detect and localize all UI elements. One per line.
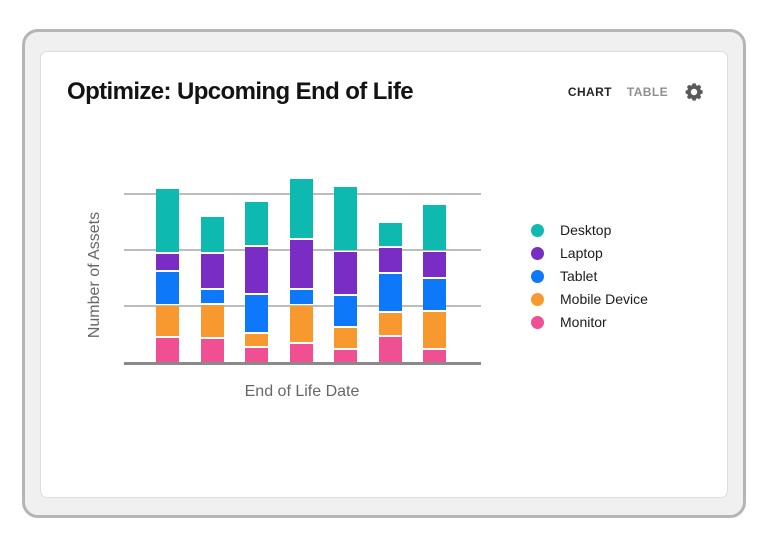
bar-segment-mobile-device[interactable] xyxy=(378,313,402,336)
bar-segment-tablet[interactable] xyxy=(378,273,402,312)
bar-segment-mobile-device[interactable] xyxy=(423,311,446,348)
bar-segment-tablet[interactable] xyxy=(334,296,357,327)
tab-chart[interactable]: CHART xyxy=(567,85,612,99)
stacked-bar xyxy=(378,222,402,362)
legend-dot-icon xyxy=(531,223,544,237)
bar-segment-laptop[interactable] xyxy=(334,251,357,295)
bar-segment-tablet[interactable] xyxy=(156,272,179,305)
bar-segment-mobile-device[interactable] xyxy=(156,306,179,336)
bar-segment-laptop[interactable] xyxy=(200,253,224,289)
bar-segment-desktop[interactable] xyxy=(423,205,446,251)
bar-segment-desktop[interactable] xyxy=(378,222,402,246)
bar-segment-tablet[interactable] xyxy=(245,295,268,333)
bar-segment-tablet[interactable] xyxy=(200,290,224,304)
x-axis-label: End of Life Date xyxy=(244,383,360,400)
legend-label: Desktop xyxy=(560,222,612,238)
stacked-bar-plot xyxy=(124,152,481,365)
legend-label: Laptop xyxy=(560,245,603,261)
bar-segment-laptop[interactable] xyxy=(378,248,402,272)
legend-label: Mobile Device xyxy=(560,291,648,307)
bar-segment-desktop[interactable] xyxy=(334,187,357,250)
bar-segment-laptop[interactable] xyxy=(156,253,179,271)
card-header: Optimize: Upcoming End of Life CHART TAB… xyxy=(41,52,727,106)
bar-segment-monitor[interactable] xyxy=(423,350,446,362)
bar-segment-monitor[interactable] xyxy=(378,337,402,362)
stacked-bar xyxy=(200,217,224,362)
y-axis-label: Number of Assets xyxy=(86,211,103,339)
legend-dot-icon xyxy=(531,246,544,260)
legend-dot-icon xyxy=(531,292,544,306)
legend-dot-icon xyxy=(531,315,544,329)
bar-segment-monitor[interactable] xyxy=(289,343,313,362)
bar-segment-mobile-device[interactable] xyxy=(289,305,313,342)
view-toggle: CHART TABLE xyxy=(568,81,705,103)
bar-segment-mobile-device[interactable] xyxy=(334,328,357,348)
legend-item-desktop[interactable]: Desktop xyxy=(531,223,648,237)
bar-segment-monitor[interactable] xyxy=(245,347,268,362)
legend-item-mobile-device[interactable]: Mobile Device xyxy=(531,292,648,306)
bar-segment-monitor[interactable] xyxy=(156,337,179,362)
settings-gear-icon[interactable] xyxy=(683,81,705,103)
bar-segment-mobile-device[interactable] xyxy=(245,334,268,346)
stacked-bar xyxy=(156,188,179,362)
bar-segment-monitor[interactable] xyxy=(200,338,224,362)
stacked-bar xyxy=(334,187,357,362)
bar-segment-tablet[interactable] xyxy=(423,278,446,310)
page-title: Optimize: Upcoming End of Life xyxy=(67,78,414,105)
tab-table[interactable]: TABLE xyxy=(626,85,668,99)
bar-segment-laptop[interactable] xyxy=(423,252,446,277)
stacked-bar xyxy=(289,178,313,362)
bar-segment-desktop[interactable] xyxy=(200,217,224,252)
bar-segment-laptop[interactable] xyxy=(289,240,313,289)
legend-item-monitor[interactable]: Monitor xyxy=(531,315,648,329)
legend-label: Tablet xyxy=(560,268,598,284)
bar-segment-laptop[interactable] xyxy=(245,247,268,294)
bar-segment-tablet[interactable] xyxy=(289,290,313,304)
stacked-bar xyxy=(245,202,268,362)
legend-item-laptop[interactable]: Laptop xyxy=(531,246,648,260)
bar-segment-desktop[interactable] xyxy=(245,202,268,246)
bar-segment-desktop[interactable] xyxy=(289,178,313,239)
widget-frame: Optimize: Upcoming End of Life CHART TAB… xyxy=(22,29,746,518)
chart-legend: Desktop Laptop Tablet Mobile Device Monitor xyxy=(531,223,648,329)
bar-segment-mobile-device[interactable] xyxy=(200,305,224,337)
chart-card: Optimize: Upcoming End of Life CHART TAB… xyxy=(40,51,728,498)
legend-label: Monitor xyxy=(560,314,607,330)
bar-segment-desktop[interactable] xyxy=(156,188,179,252)
legend-dot-icon xyxy=(531,269,544,283)
stacked-bar xyxy=(423,205,446,362)
legend-item-tablet[interactable]: Tablet xyxy=(531,269,648,283)
bar-segment-monitor[interactable] xyxy=(334,350,357,362)
